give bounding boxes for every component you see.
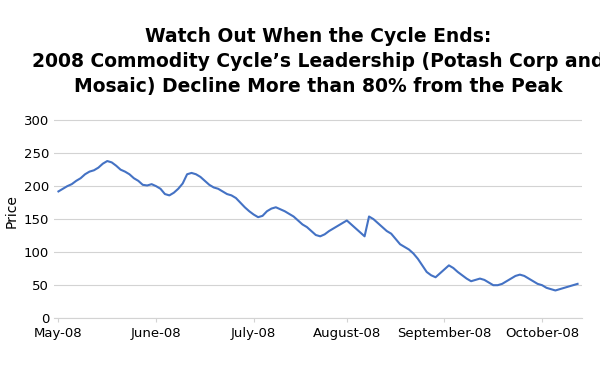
Y-axis label: Price: Price	[4, 194, 18, 228]
Title: Watch Out When the Cycle Ends:
2008 Commodity Cycle’s Leadership (Potash Corp an: Watch Out When the Cycle Ends: 2008 Comm…	[32, 27, 600, 97]
